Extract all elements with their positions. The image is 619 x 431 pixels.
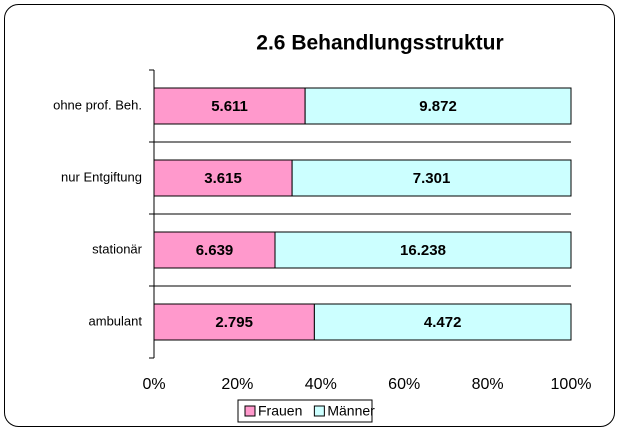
- data-label: 3.615: [204, 170, 242, 187]
- bar-segment: [291, 159, 572, 197]
- data-label: 16.238: [400, 242, 446, 259]
- data-label: 7.301: [413, 170, 451, 187]
- legend-swatch: [244, 405, 256, 417]
- chart-title: 2.6 Behandlungsstruktur: [256, 32, 503, 55]
- data-label: 9.872: [419, 98, 457, 115]
- bar-segment: [153, 303, 315, 341]
- y-tick-label: stationär: [92, 241, 143, 256]
- data-label: 6.639: [196, 242, 234, 259]
- data-label: 2.795: [215, 314, 253, 331]
- x-tick-label: 80%: [472, 376, 504, 393]
- legend-label: Frauen: [258, 403, 302, 419]
- data-label: 5.611: [211, 98, 248, 115]
- y-tick-label: ambulant: [89, 313, 143, 328]
- bar-segment: [304, 87, 572, 125]
- bar-segment: [153, 159, 293, 197]
- x-tick-label: 20%: [221, 376, 253, 393]
- legend-box: [237, 399, 373, 423]
- x-tick-label: 60%: [388, 376, 420, 393]
- x-tick-label: 40%: [305, 376, 337, 393]
- bar-segment: [313, 303, 572, 341]
- x-tick-label: 100%: [551, 376, 592, 393]
- y-tick-label: ohne prof. Beh.: [53, 97, 142, 112]
- bar-segment: [274, 231, 572, 269]
- chart-border: [4, 4, 615, 427]
- legend-swatch: [313, 405, 325, 417]
- data-label: 4.472: [424, 314, 462, 331]
- bar-segment: [153, 231, 276, 269]
- x-tick-label: 0%: [142, 376, 165, 393]
- legend-label: Männer: [327, 403, 375, 419]
- y-tick-label: nur Entgiftung: [61, 169, 142, 184]
